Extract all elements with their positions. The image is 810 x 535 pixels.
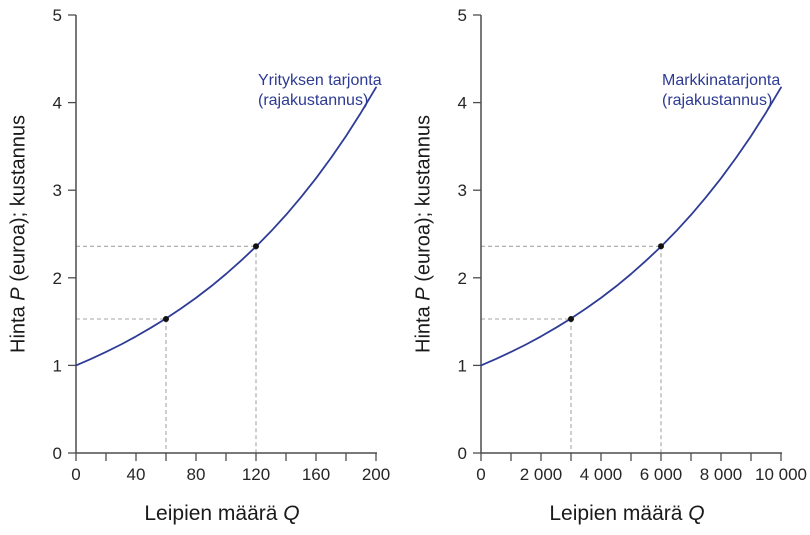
marked-point [163, 316, 169, 322]
y-tick-label: 4 [458, 94, 467, 113]
curve-label-line1: Markkinatarjonta [662, 72, 781, 89]
y-tick-label: 0 [53, 444, 62, 463]
market-supply-chart: 0 1 2 3 4 5 0 2 000 4 000 6 000 8 000 10 000 [458, 6, 807, 484]
x-axis-title-variable: Q [688, 502, 705, 525]
x-axis-title-prefix: Leipien määrä [144, 502, 284, 525]
firm-supply-chart: 0 1 2 3 4 5 0 40 80 120 160 200 [53, 6, 391, 484]
x-axis-title-variable: Q [283, 502, 300, 525]
x-tick-label: 4 000 [580, 465, 623, 484]
x-tick-label: 80 [187, 465, 206, 484]
x-tick-label: 160 [302, 465, 330, 484]
curve-label-line1: Yrityksen tarjonta [258, 72, 382, 89]
firm-supply-curve-label: Yrityksen tarjonta (rajakustannus) [258, 71, 382, 111]
x-tick-label: 40 [127, 465, 146, 484]
marked-point [568, 316, 574, 322]
y-tick-label: 3 [53, 181, 62, 200]
market-supply-curve-label: Markkinatarjonta (rajakustannus) [662, 71, 780, 111]
x-tick-label: 200 [362, 465, 390, 484]
y-tick-label: 5 [53, 6, 62, 25]
x-tick-label: 2 000 [520, 465, 563, 484]
y-tick-label: 2 [53, 269, 62, 288]
x-tick-label: 8 000 [700, 465, 743, 484]
x-tick-label: 120 [242, 465, 270, 484]
x-axis-title-prefix: Leipien määrä [549, 502, 689, 525]
supply-curve [480, 86, 782, 367]
marked-point [658, 243, 664, 250]
curve-label-line2: (rajakustannus) [662, 92, 773, 109]
y-tick-label: 4 [53, 94, 62, 113]
y-tick-label: 5 [458, 6, 467, 25]
y-axis-title-prefix: Hinta [7, 300, 30, 353]
x-tick-label: 0 [476, 465, 485, 484]
curve-label-line2: (rajakustannus) [258, 92, 369, 109]
right-y-axis-title: Hinta P (euroa); kustannus [413, 115, 436, 353]
y-axis-title-prefix: Hinta [412, 300, 435, 353]
y-tick-label: 3 [458, 181, 467, 200]
y-tick-label: 1 [458, 356, 467, 375]
x-tick-label: 0 [71, 465, 80, 484]
y-axis-title-variable: P [7, 287, 30, 301]
supply-curve [75, 86, 377, 367]
y-tick-label: 1 [53, 356, 62, 375]
x-tick-label: 10 000 [755, 465, 807, 484]
y-axis-title-variable: P [412, 287, 435, 301]
left-y-axis-title: Hinta P (euroa); kustannus [8, 115, 31, 353]
y-tick-label: 2 [458, 269, 467, 288]
right-x-axis-title: Leipien määrä Q [477, 502, 777, 526]
y-axis-title-suffix: (euroa); kustannus [7, 115, 30, 288]
x-tick-label: 6 000 [640, 465, 683, 484]
y-tick-label: 0 [458, 444, 467, 463]
left-x-axis-title: Leipien määrä Q [72, 502, 372, 526]
y-axis-title-suffix: (euroa); kustannus [412, 115, 435, 288]
marked-point [253, 243, 259, 250]
